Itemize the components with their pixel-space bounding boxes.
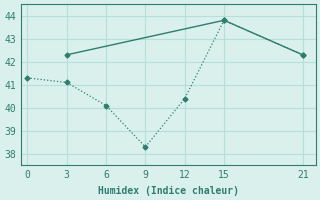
- X-axis label: Humidex (Indice chaleur): Humidex (Indice chaleur): [98, 186, 239, 196]
